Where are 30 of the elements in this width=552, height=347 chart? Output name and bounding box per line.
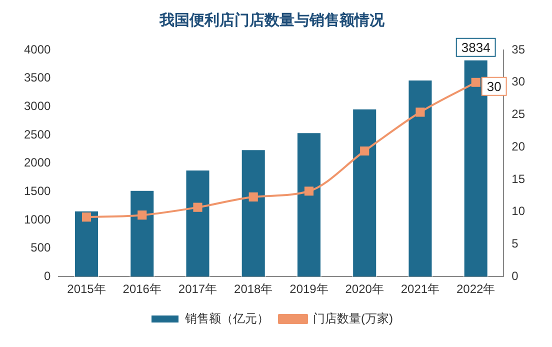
y-tick-label: 1000 (24, 212, 52, 226)
y-tick-label: 3500 (24, 70, 52, 85)
y-tick-label: 0 (44, 268, 52, 283)
y2-tick-label: 25 (512, 107, 526, 122)
y2-tick-label: 20 (512, 139, 526, 154)
x-tick-label: 2019年 (290, 282, 328, 296)
x-tick-label: 2020年 (345, 282, 384, 296)
y2-tick-label: 15 (512, 172, 526, 186)
y-tick-label: 500 (30, 240, 52, 255)
y-tick-label: 1500 (24, 184, 52, 198)
x-tick-label: 2015年 (67, 282, 106, 296)
x-tick-label: 2017年 (178, 282, 218, 296)
x-tick-label: 2016年 (122, 282, 162, 296)
y2-tick-label: 0 (512, 268, 519, 283)
data-label: 3834 (461, 40, 490, 55)
y2-tick-label: 10 (512, 204, 526, 218)
data-label: 30 (486, 78, 502, 94)
y2-tick-label: 35 (512, 42, 526, 56)
y2-tick-label: 30 (512, 74, 526, 89)
y-tick-label: 3000 (24, 98, 52, 113)
chart-title: 我国便利店门店数量与销售额情况 (158, 11, 386, 30)
y-tick-label: 4000 (24, 42, 52, 56)
x-tick-label: 2018年 (234, 282, 273, 296)
x-tick-label: 2022年 (456, 282, 496, 296)
legend-label: 销售额（亿元） (184, 311, 270, 326)
y2-tick-label: 5 (512, 236, 519, 251)
legend-label: 门店数量(万家) (313, 311, 394, 326)
y-tick-label: 2000 (24, 156, 52, 170)
y-tick-label: 2500 (24, 127, 52, 142)
x-tick-label: 2021年 (400, 282, 440, 296)
